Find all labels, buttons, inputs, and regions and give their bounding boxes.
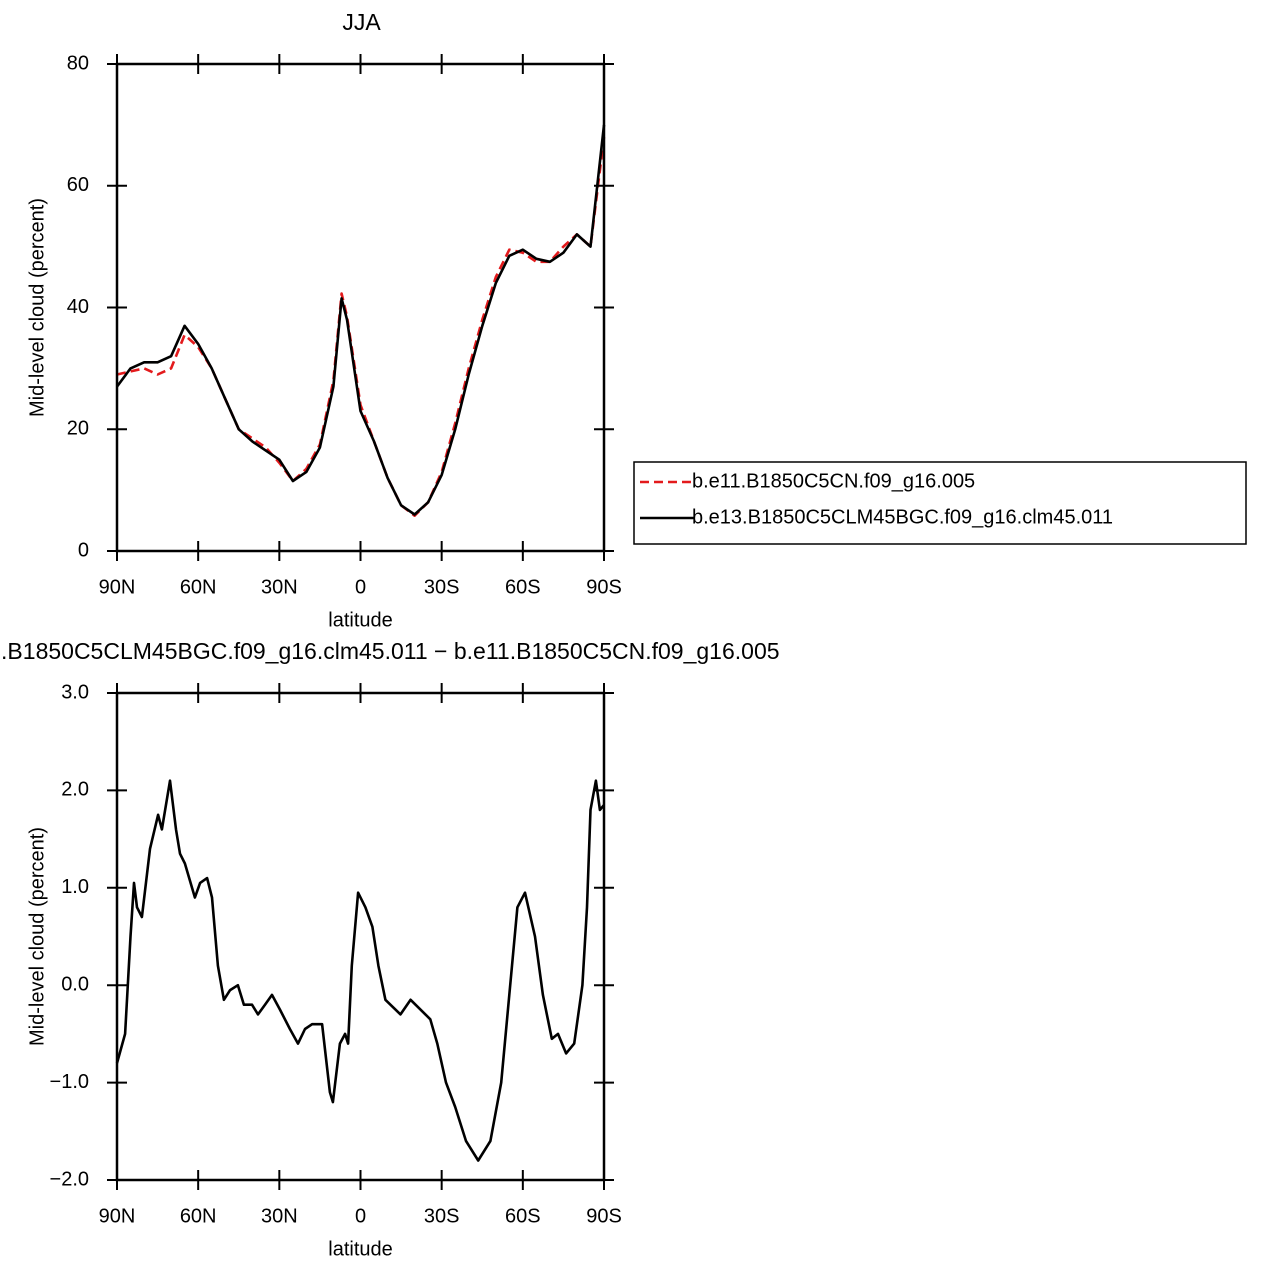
data-line bbox=[115, 124, 606, 516]
y-axis-label: Mid-level cloud (percent) bbox=[26, 198, 48, 417]
y-tick-label: −1.0 bbox=[50, 1071, 89, 1093]
x-axis-label: latitude bbox=[328, 609, 393, 631]
y-tick-label: 0.0 bbox=[61, 973, 89, 995]
y-tick-label: 1.0 bbox=[61, 876, 89, 898]
y-tick-label: 40 bbox=[67, 296, 89, 318]
y-tick-label: 2.0 bbox=[61, 779, 89, 801]
y-tick-label: 0 bbox=[78, 539, 89, 561]
plot-frame bbox=[115, 62, 606, 553]
data-line bbox=[116, 136, 606, 517]
data-line bbox=[115, 779, 605, 1162]
x-tick-label: 90N bbox=[99, 576, 136, 598]
chart-title: JJA bbox=[342, 9, 381, 35]
y-tick-label: 60 bbox=[67, 174, 89, 196]
x-tick-label: 60S bbox=[505, 576, 541, 598]
x-tick-label: 60N bbox=[180, 1205, 217, 1227]
legend-label: b.e13.B1850C5CLM45BGC.f09_g16.clm45.011 bbox=[692, 506, 1113, 528]
chart-title: b.e13.B1850C5CLM45BGC.f09_g16.clm45.011 … bbox=[0, 638, 780, 664]
x-tick-label: 30N bbox=[261, 1205, 298, 1227]
x-tick-label: 60N bbox=[180, 576, 217, 598]
y-tick-label: 20 bbox=[67, 418, 89, 440]
x-axis-label: latitude bbox=[328, 1238, 393, 1260]
y-tick-label: −2.0 bbox=[50, 1168, 89, 1190]
y-tick-label: 80 bbox=[67, 52, 89, 74]
legend-label: b.e11.B1850C5CN.f09_g16.005 bbox=[692, 470, 975, 492]
legend-box bbox=[633, 461, 1247, 545]
x-tick-label: 90S bbox=[586, 576, 622, 598]
y-axis-label: Mid-level cloud (percent) bbox=[26, 827, 48, 1046]
x-tick-label: 90S bbox=[586, 1205, 622, 1227]
x-tick-label: 60S bbox=[505, 1205, 541, 1227]
x-tick-label: 30S bbox=[424, 1205, 460, 1227]
x-tick-label: 30S bbox=[424, 576, 460, 598]
y-tick-label: 3.0 bbox=[61, 681, 89, 703]
x-tick-label: 0 bbox=[355, 1205, 366, 1227]
x-tick-label: 90N bbox=[99, 1205, 136, 1227]
x-tick-label: 0 bbox=[355, 576, 366, 598]
x-tick-label: 30N bbox=[261, 576, 298, 598]
plot-frame bbox=[115, 691, 606, 1182]
